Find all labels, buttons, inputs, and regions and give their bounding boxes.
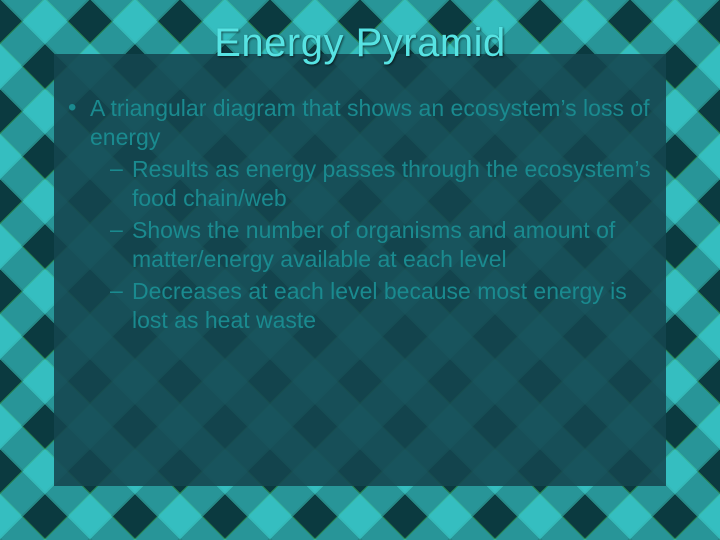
bullet-list-level2: Results as energy passes through the eco… bbox=[90, 155, 660, 336]
bullet-text: Decreases at each level because most ene… bbox=[132, 278, 627, 333]
list-item: Shows the number of organisms and amount… bbox=[110, 216, 660, 275]
bullet-text: Shows the number of organisms and amount… bbox=[132, 217, 615, 272]
bullet-text: Results as energy passes through the eco… bbox=[132, 156, 651, 211]
slide-title: Energy Pyramid bbox=[214, 21, 506, 66]
list-item: Results as energy passes through the eco… bbox=[110, 155, 660, 214]
title-container: Energy Pyramid bbox=[110, 8, 610, 78]
list-item: Decreases at each level because most ene… bbox=[110, 277, 660, 336]
bullet-list-level1: A triangular diagram that shows an ecosy… bbox=[68, 94, 660, 336]
body-text: A triangular diagram that shows an ecosy… bbox=[68, 94, 660, 338]
list-item: A triangular diagram that shows an ecosy… bbox=[68, 94, 660, 336]
bullet-text: A triangular diagram that shows an ecosy… bbox=[90, 95, 650, 150]
